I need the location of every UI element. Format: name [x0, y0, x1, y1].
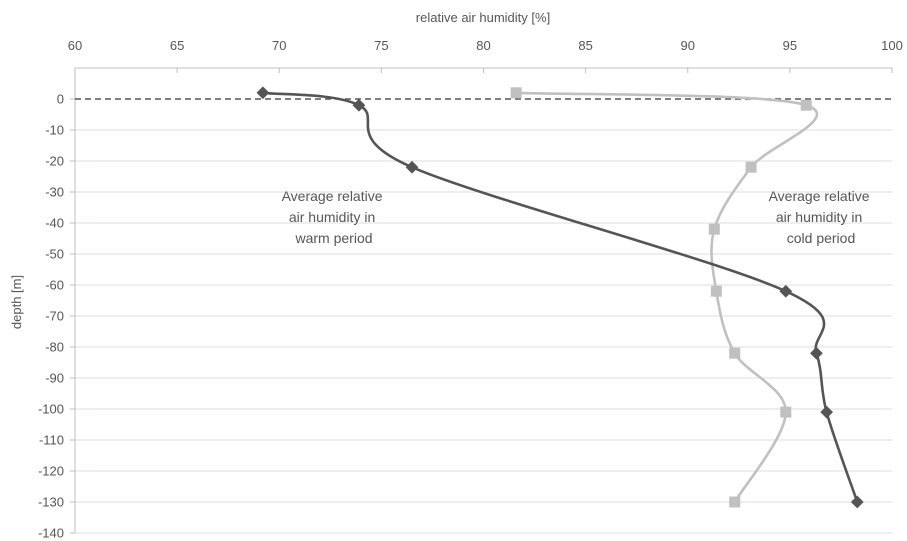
y-tick-label-4: -40 — [45, 216, 64, 231]
series-1-point-5 — [729, 347, 741, 359]
x-tick-label-1: 65 — [170, 38, 184, 53]
cold-annotation-line-1: Average relative — [769, 188, 870, 204]
x-tick-label-0: 60 — [68, 38, 82, 53]
cold-period-annotation: Average relative air humidity in cold pe… — [769, 188, 874, 246]
x-tick-label-3: 75 — [374, 38, 388, 53]
warm-annotation-line-3: warm period — [294, 230, 372, 246]
series-1-point-6 — [780, 406, 792, 418]
series-0-point-6 — [850, 495, 864, 509]
y-axis-ticks: 0 -10 -20 -30 -40 -50 -60 -70 -80 -90 -100 -110 -120… — [38, 92, 64, 541]
x-axis-title: relative air humidity [%] — [416, 10, 550, 25]
y-tick-label-8: -80 — [45, 340, 64, 355]
series-1-point-0 — [510, 87, 522, 99]
series-1-point-2 — [745, 161, 757, 173]
y-tick-label-2: -20 — [45, 154, 64, 169]
series-1-point-4 — [710, 285, 722, 297]
warm-annotation-line-2: air humidity in — [289, 209, 375, 225]
y-tick-label-6: -60 — [45, 278, 64, 293]
x-tick-label-7: 95 — [783, 38, 797, 53]
x-tick-label-5: 85 — [578, 38, 592, 53]
x-axis-ticks: 60 65 70 75 80 85 90 95 100 — [68, 38, 903, 53]
warm-period-annotation: Average relative air humidity in warm pe… — [282, 188, 387, 246]
cold-annotation-line-3: cold period — [787, 230, 856, 246]
y-axis-title: depth [m] — [9, 275, 24, 329]
y-tick-label-5: -50 — [45, 247, 64, 262]
series-1-line — [514, 91, 818, 504]
series-0-point-4 — [810, 346, 823, 360]
series-0-point-0 — [256, 86, 270, 100]
y-tick-label-10: -100 — [38, 402, 64, 417]
x-tick-label-6: 90 — [681, 38, 695, 53]
series-1-point-1 — [800, 99, 812, 111]
grid-lines — [70, 67, 893, 534]
y-tick-label-7: -70 — [45, 309, 64, 324]
series-0-point-2 — [405, 160, 419, 174]
series-1-point-3 — [708, 223, 720, 235]
x-tick-label-8: 100 — [881, 38, 903, 53]
series-0-line — [261, 91, 859, 504]
y-tick-label-3: -30 — [45, 185, 64, 200]
y-tick-label-13: -130 — [38, 495, 64, 510]
warm-annotation-line-1: Average relative — [282, 188, 383, 204]
series-1-point-7 — [729, 496, 741, 508]
x-tick-label-2: 70 — [272, 38, 286, 53]
y-tick-label-14: -140 — [38, 526, 64, 541]
y-tick-label-11: -110 — [39, 433, 64, 448]
x-tick-label-4: 80 — [476, 38, 490, 53]
cold-annotation-line-2: air humidity in — [776, 209, 862, 225]
y-tick-label-9: -90 — [45, 371, 64, 386]
series-0-point-1 — [352, 98, 366, 112]
y-tick-label-0: 0 — [57, 92, 64, 107]
y-tick-label-1: -10 — [45, 123, 64, 138]
y-tick-label-12: -120 — [38, 464, 64, 479]
series-0-point-5 — [820, 405, 834, 419]
series-0-point-3 — [779, 284, 793, 298]
data-series — [256, 86, 864, 509]
